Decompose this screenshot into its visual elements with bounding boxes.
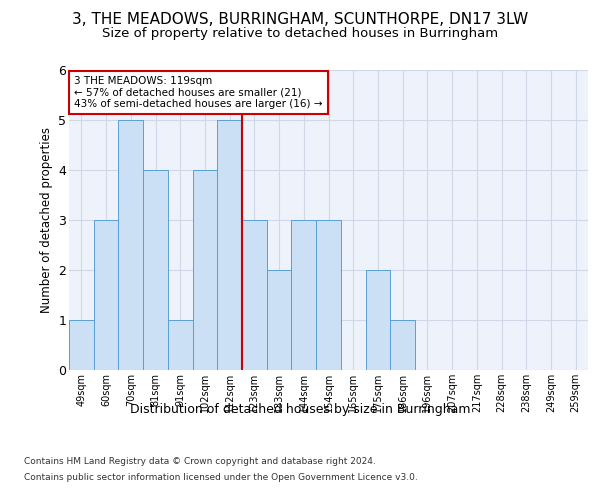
Bar	[69, 320, 94, 370]
Text: Contains HM Land Registry data © Crown copyright and database right 2024.: Contains HM Land Registry data © Crown c…	[24, 458, 376, 466]
Bar	[143, 170, 168, 370]
Y-axis label: Number of detached properties: Number of detached properties	[40, 127, 53, 313]
Bar	[365, 270, 390, 370]
Bar	[94, 220, 118, 370]
Bar	[118, 120, 143, 370]
Bar	[267, 270, 292, 370]
Bar	[168, 320, 193, 370]
Bar	[217, 120, 242, 370]
Text: Distribution of detached houses by size in Burringham: Distribution of detached houses by size …	[130, 402, 470, 415]
Text: Contains public sector information licensed under the Open Government Licence v3: Contains public sector information licen…	[24, 472, 418, 482]
Bar	[316, 220, 341, 370]
Bar	[292, 220, 316, 370]
Text: 3, THE MEADOWS, BURRINGHAM, SCUNTHORPE, DN17 3LW: 3, THE MEADOWS, BURRINGHAM, SCUNTHORPE, …	[72, 12, 528, 28]
Bar	[390, 320, 415, 370]
Text: 3 THE MEADOWS: 119sqm
← 57% of detached houses are smaller (21)
43% of semi-deta: 3 THE MEADOWS: 119sqm ← 57% of detached …	[74, 76, 323, 109]
Bar	[242, 220, 267, 370]
Text: Size of property relative to detached houses in Burringham: Size of property relative to detached ho…	[102, 28, 498, 40]
Bar	[193, 170, 217, 370]
